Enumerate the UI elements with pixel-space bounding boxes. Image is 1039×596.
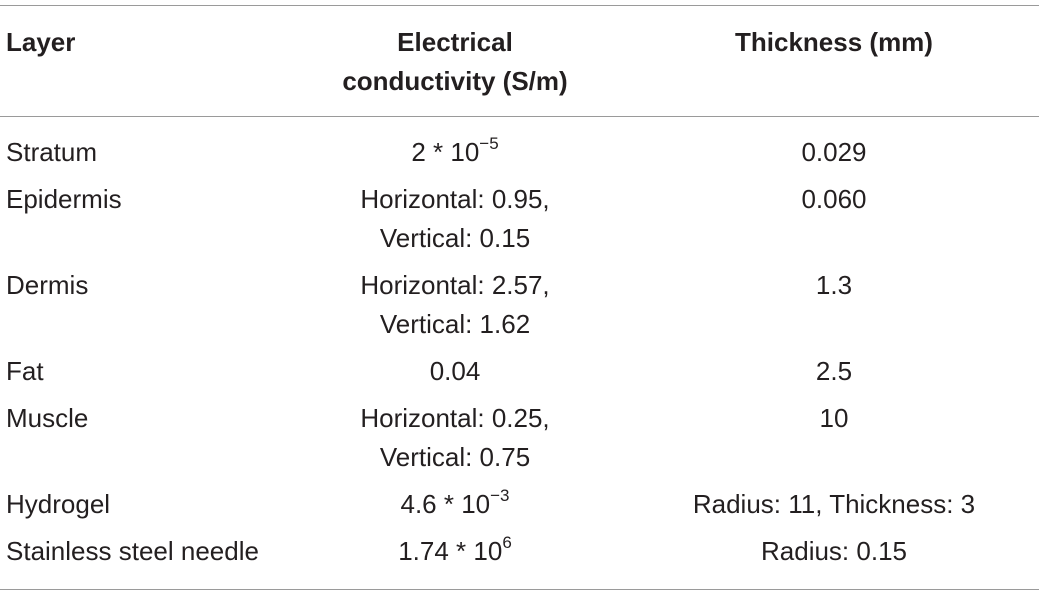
header-cell: Thickness (mm) [664, 23, 1004, 62]
bottom-rule [0, 589, 1039, 590]
exponent: 6 [502, 533, 512, 552]
table-cell: Epidermis [6, 180, 122, 219]
header-cell: Layer [6, 23, 75, 62]
cell-line: Thickness (mm) [735, 27, 933, 57]
cell-line: Vertical: 1.62 [379, 309, 531, 339]
cell-text: 4.6 * 10 [400, 489, 491, 519]
exponent: −5 [479, 134, 499, 153]
cell-line: Muscle [6, 403, 89, 433]
table-cell: Radius: 11, Thickness: 3 [664, 485, 1004, 524]
cell-line: Stratum [6, 137, 98, 167]
cell-line: Horizontal: 2.57, [360, 270, 550, 300]
table-cell: Dermis [6, 266, 88, 305]
cell-line: 1.74 * 106 [255, 532, 655, 571]
cell-line: 2 * 10−5 [255, 133, 655, 172]
table-cell: Stainless steel needle [6, 532, 259, 571]
cell-line: Fat [6, 356, 44, 386]
cell-line: Epidermis [6, 184, 122, 214]
table-cell: 0.04 [255, 352, 655, 391]
table-cell: 0.029 [664, 133, 1004, 172]
cell-line: 0.029 [801, 137, 867, 167]
cell-line: Horizontal: 0.95, [360, 184, 550, 214]
cell-line: Vertical: 0.15 [379, 223, 531, 253]
table-cell: Hydrogel [6, 485, 110, 524]
exponent: −3 [490, 486, 510, 505]
table-cell: 2.5 [664, 352, 1004, 391]
cell-text: 1.74 * 10 [398, 536, 503, 566]
table-cell: 1.74 * 106 [255, 532, 655, 571]
cell-line: 10 [819, 403, 849, 433]
table-cell: Horizontal: 2.57, Vertical: 1.62 [255, 266, 655, 344]
cell-line: conductivity (S/m) [342, 66, 568, 96]
cell-line: 0.060 [801, 184, 867, 214]
header-cell: Electrical conductivity (S/m) [255, 23, 655, 101]
table-cell: 2 * 10−5 [255, 133, 655, 172]
table-cell: Stratum [6, 133, 97, 172]
table-cell: Fat [6, 352, 44, 391]
cell-line: 0.04 [429, 356, 481, 386]
cell-line: Vertical: 0.75 [379, 442, 531, 472]
cell-line: Hydrogel [6, 489, 111, 519]
table-cell: Horizontal: 0.25, Vertical: 0.75 [255, 399, 655, 477]
cell-line: Radius: 11, Thickness: 3 [692, 489, 976, 519]
cell-line: Dermis [6, 270, 89, 300]
table-cell: 1.3 [664, 266, 1004, 305]
cell-line: Layer [6, 27, 76, 57]
cell-line: Horizontal: 0.25, [360, 403, 550, 433]
cell-line: Radius: 0.15 [761, 536, 907, 566]
cell-line: 1.3 [815, 270, 853, 300]
cell-text: 2 * 10 [411, 137, 480, 167]
table-cell: Radius: 0.15 [664, 532, 1004, 571]
header-rule [0, 116, 1039, 117]
cell-line: 4.6 * 10−3 [255, 485, 655, 524]
table-cell: 0.060 [664, 180, 1004, 219]
cell-line: Electrical [397, 27, 513, 57]
table-cell: Horizontal: 0.95, Vertical: 0.15 [255, 180, 655, 258]
table-cell: 4.6 * 10−3 [255, 485, 655, 524]
cell-line: Stainless steel needle [6, 536, 259, 566]
table-cell: 10 [664, 399, 1004, 438]
cell-line: 2.5 [815, 356, 853, 386]
top-rule [0, 5, 1039, 6]
table-cell: Muscle [6, 399, 88, 438]
